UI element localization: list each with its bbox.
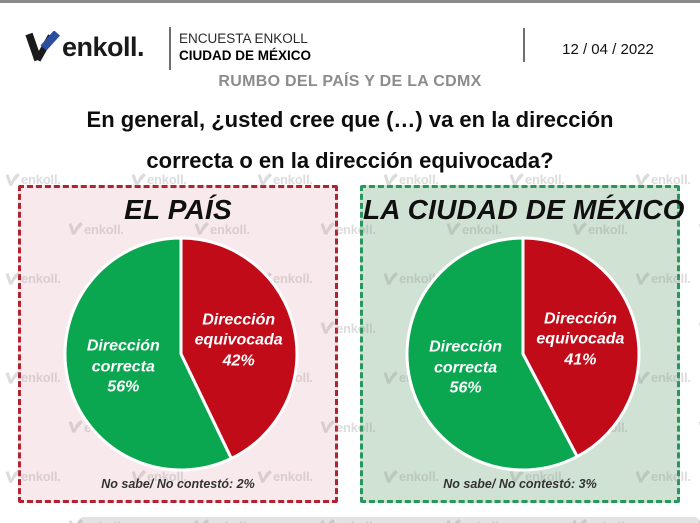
panel-cdmx: LA CIUDAD DE MÉXICO Dirección equivocada 4… xyxy=(360,185,685,503)
pie-slice-label: Dirección correcta 56% xyxy=(86,337,160,396)
pie-slice-label: Dirección correcta 56% xyxy=(429,338,503,397)
pie-chart-cdmx: Dirección equivocada 41% Dirección correcta 5… xyxy=(403,234,643,474)
pie-svg xyxy=(405,236,641,472)
pie-slice-label: Dirección equivocada 41% xyxy=(536,310,625,368)
question-line-1: En general, ¿usted cree que (…) va en la… xyxy=(86,107,614,132)
survey-region: CIUDAD DE MÉXICO xyxy=(179,48,312,63)
pie-svg xyxy=(63,236,299,472)
enkoll-logo: enkoll. xyxy=(24,31,145,63)
enkoll-mark-icon xyxy=(25,31,60,62)
survey-date: 12 / 04 / 2022 xyxy=(562,41,654,58)
pie-chart-el-pais: Dirección equivocada 42% Dirección correcta 5… xyxy=(61,234,301,474)
pie-slice xyxy=(405,236,579,472)
top-divider-bar xyxy=(0,0,700,3)
pie-slice xyxy=(63,236,233,472)
section-title: RUMBO DEL PAÍS Y DE LA CDMX xyxy=(218,73,482,90)
survey-name: ENCUESTA ENKOLL xyxy=(179,31,308,46)
panel-title-cdmx: LA CIUDAD DE MÉXICO xyxy=(363,194,685,225)
footnote-el-pais: No sabe/ No contestó: 2% xyxy=(101,477,255,491)
bottom-divider-bar xyxy=(78,517,700,523)
pie-slice-label: Dirección equivocada 42% xyxy=(194,311,283,370)
panel-title-el-pais: EL PAÍS xyxy=(124,194,232,225)
survey-meta: ENCUESTA ENKOLL CIUDAD DE MÉXICO xyxy=(179,30,311,64)
header-divider-right xyxy=(523,28,525,62)
header-divider-left xyxy=(169,27,171,70)
question-title: En general, ¿usted cree que (…) va en la… xyxy=(0,99,700,181)
panel-el-pais: EL PAÍS Dirección equivocada 42% Dirección c… xyxy=(18,185,338,503)
question-line-2: correcta o en la dirección equivocada? xyxy=(146,148,554,173)
pie-slice xyxy=(179,236,299,461)
pie-slice xyxy=(521,236,641,459)
footnote-cdmx: No sabe/ No contestó: 3% xyxy=(443,477,597,491)
brand-name: enkoll. xyxy=(62,31,145,62)
